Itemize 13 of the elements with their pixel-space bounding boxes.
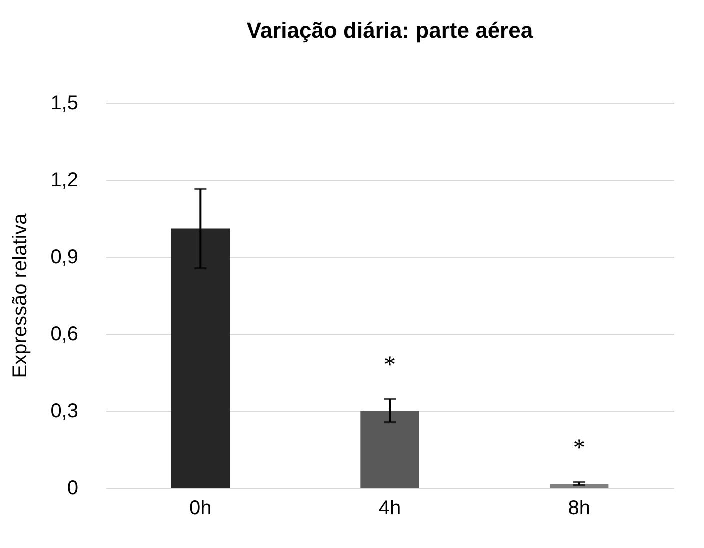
y-tick-label: 0,3: [50, 400, 78, 422]
y-tick-label: 0,9: [50, 246, 78, 268]
y-tick-label: 0,6: [50, 324, 78, 346]
x-tick-label: 4h: [378, 498, 402, 520]
annotation: *: [384, 352, 396, 378]
y-tick-label: 1,2: [50, 170, 78, 192]
x-tick-label: 8h: [568, 498, 590, 520]
y-axis-title: Expressão relativa: [10, 212, 32, 378]
chart-title: Variação diária: parte aérea: [246, 18, 534, 43]
x-tick-label: 0h: [190, 498, 212, 520]
annotation: *: [573, 435, 586, 462]
y-tick-label: 0: [67, 478, 78, 500]
y-tick-label: 1,5: [50, 92, 78, 114]
